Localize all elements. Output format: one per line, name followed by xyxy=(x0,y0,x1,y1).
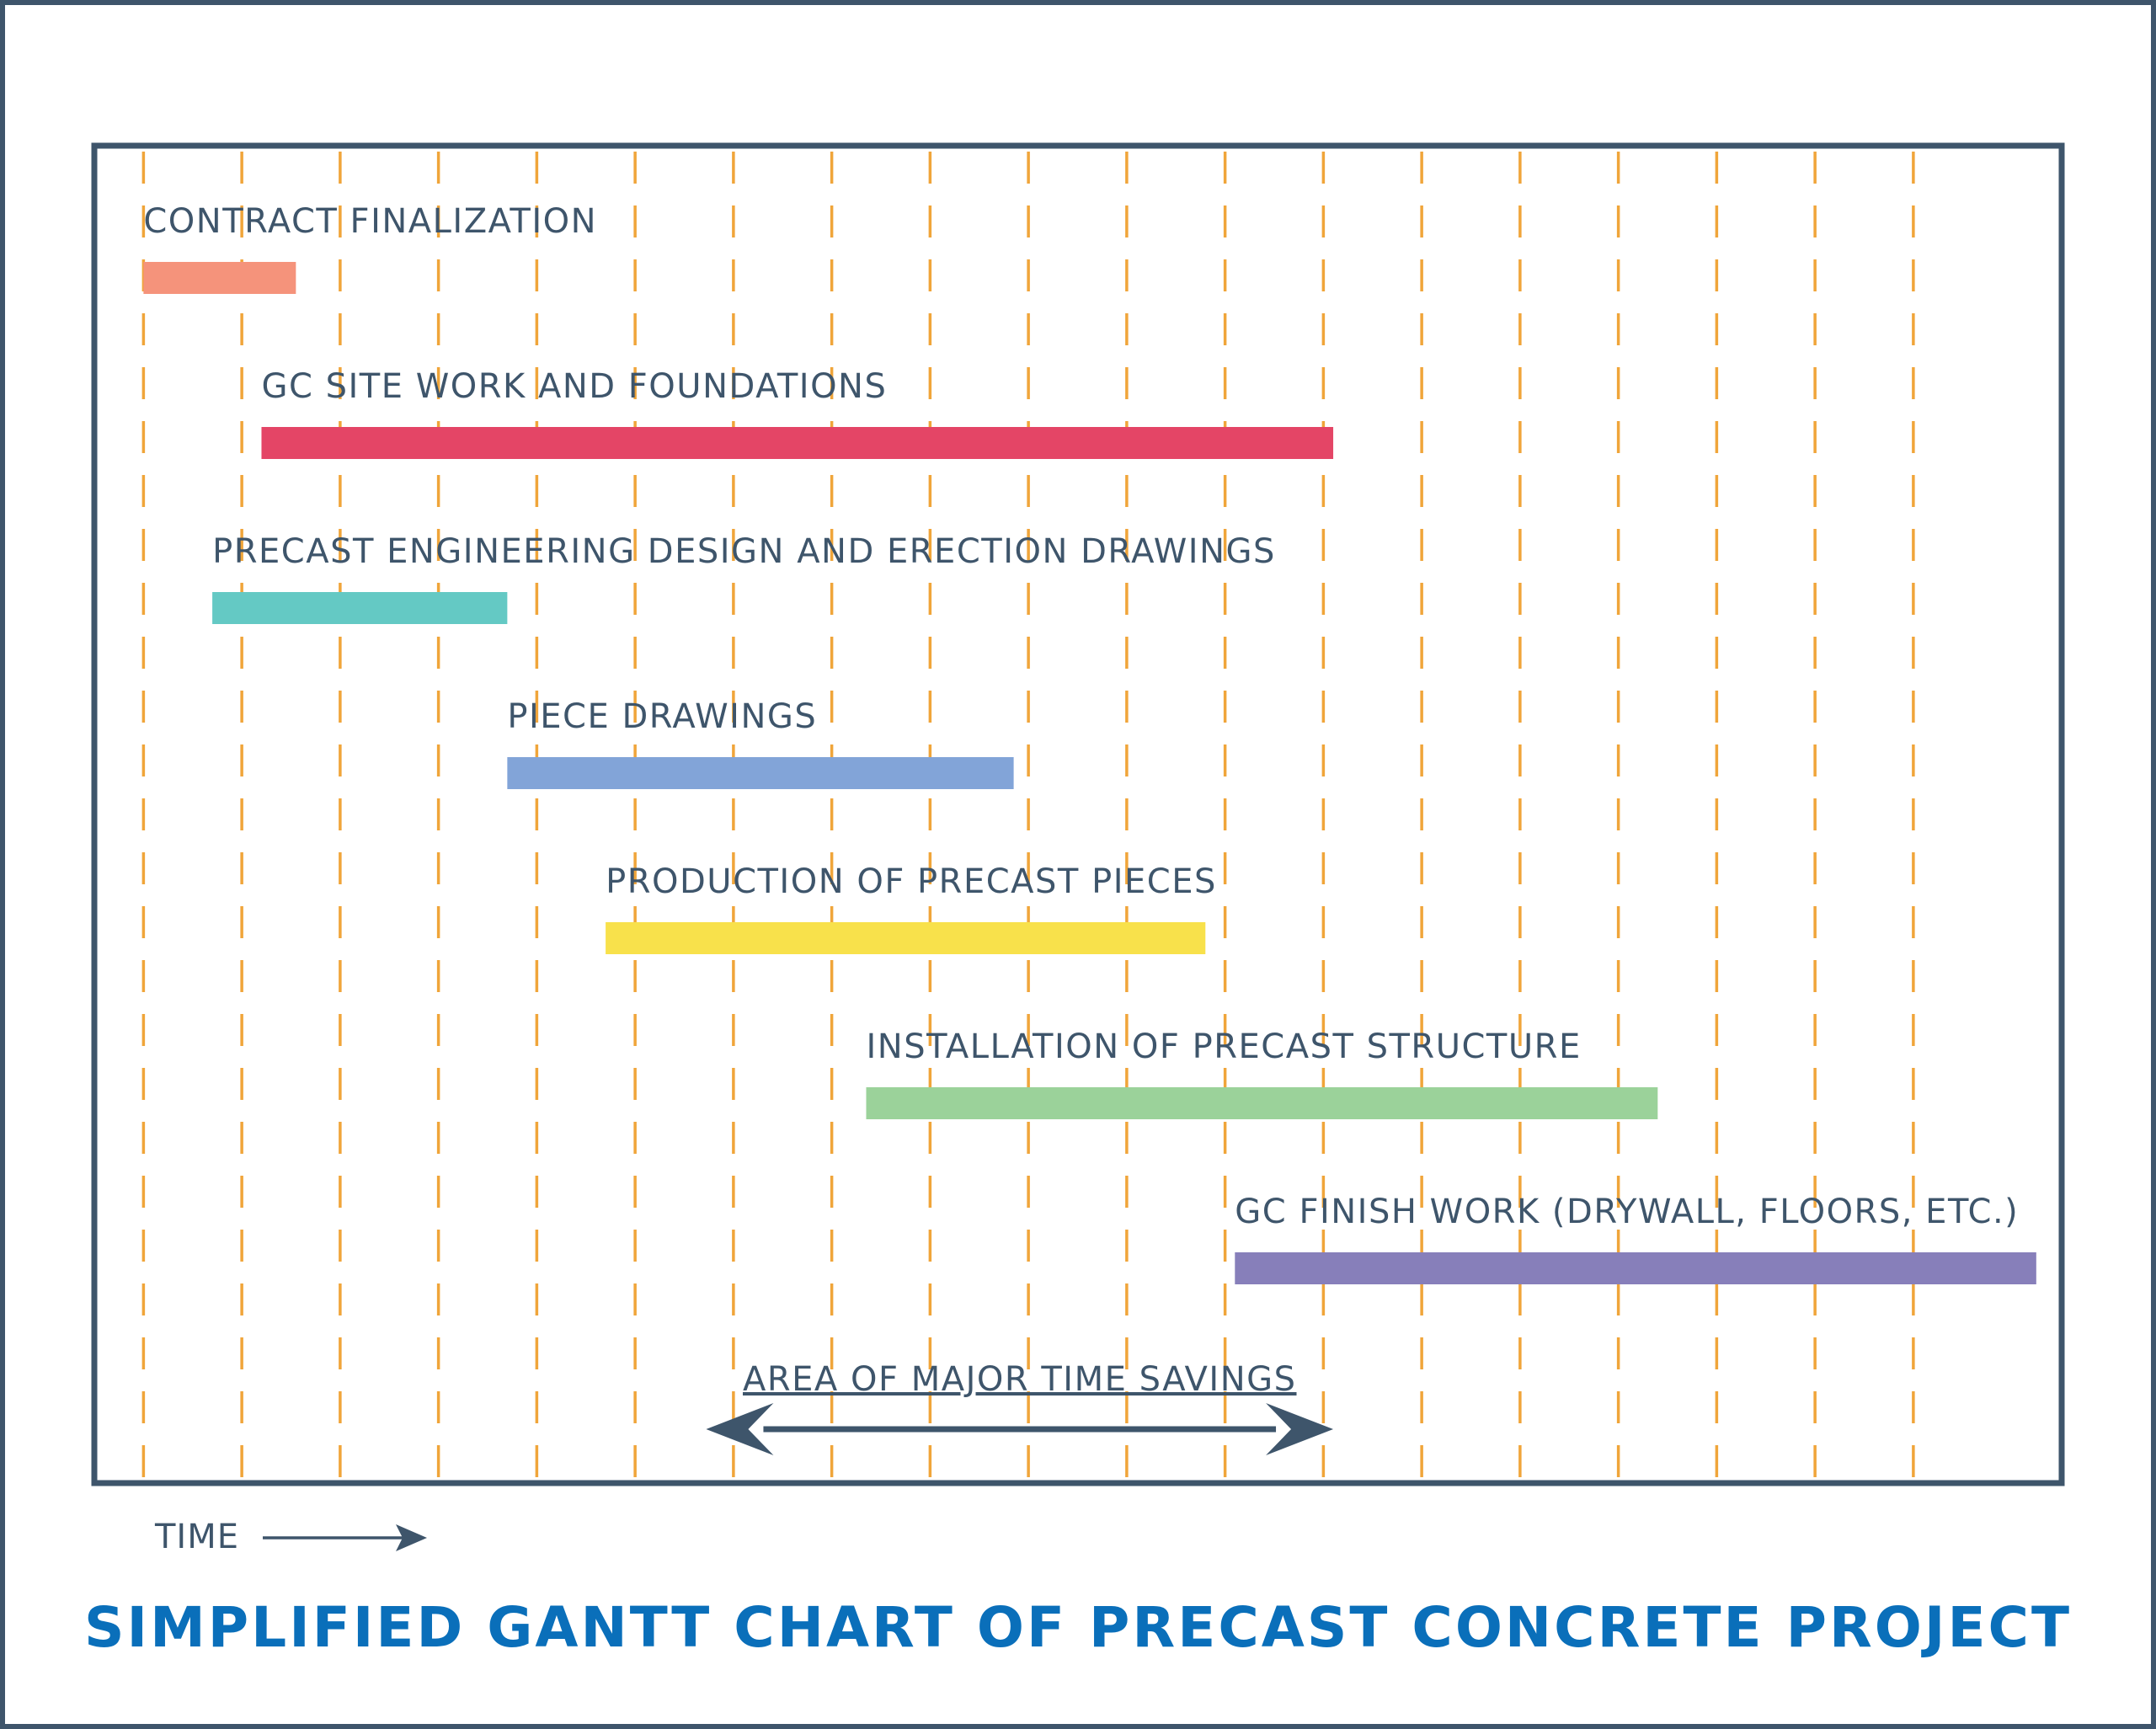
arrow-left-icon xyxy=(706,1403,774,1455)
plot-frame xyxy=(91,142,2065,1486)
task-bar xyxy=(606,922,1206,954)
task-row: CONTRACT FINALIZATION xyxy=(143,202,597,294)
task-row: PIECE DRAWINGS xyxy=(507,697,1014,789)
time-savings-label: AREA OF MAJOR TIME SAVINGS xyxy=(743,1360,1297,1399)
time-arrow-icon xyxy=(263,1524,427,1551)
task-row: GC FINISH WORK (DRYWALL, FLOORS, ETC.) xyxy=(1235,1193,2036,1284)
task-row: GC SITE WORK AND FOUNDATIONS xyxy=(261,367,1334,459)
task-bars: CONTRACT FINALIZATION GC SITE WORK AND FO… xyxy=(143,202,2036,1284)
task-label: PRECAST ENGINEERING DESIGN AND ERECTION … xyxy=(212,532,1276,571)
chart-title: SIMPLIFIED GANTT CHART OF PRECAST CONCRE… xyxy=(84,1595,2072,1660)
task-label: INSTALLATION OF PRECAST STRUCTURE xyxy=(866,1027,1581,1066)
task-label: GC SITE WORK AND FOUNDATIONS xyxy=(261,367,887,406)
task-bar xyxy=(507,757,1014,789)
task-row: INSTALLATION OF PRECAST STRUCTURE xyxy=(866,1027,1658,1119)
gridlines xyxy=(141,152,1915,1478)
task-bar xyxy=(143,262,296,294)
arrow-right-icon xyxy=(1266,1403,1334,1455)
task-label: PIECE DRAWINGS xyxy=(507,697,817,736)
time-savings-annotation: AREA OF MAJOR TIME SAVINGS xyxy=(706,1360,1334,1455)
task-row: PRECAST ENGINEERING DESIGN AND ERECTION … xyxy=(212,532,1276,624)
task-bar xyxy=(1235,1252,2036,1284)
task-label: CONTRACT FINALIZATION xyxy=(143,202,597,241)
task-bar xyxy=(261,427,1334,459)
task-bar xyxy=(866,1087,1658,1119)
task-label: PRODUCTION OF PRECAST PIECES xyxy=(606,862,1217,901)
task-row: PRODUCTION OF PRECAST PIECES xyxy=(606,862,1217,954)
task-bar xyxy=(212,592,508,624)
task-label: GC FINISH WORK (DRYWALL, FLOORS, ETC.) xyxy=(1235,1193,2019,1231)
x-axis-label: TIME xyxy=(154,1518,239,1556)
